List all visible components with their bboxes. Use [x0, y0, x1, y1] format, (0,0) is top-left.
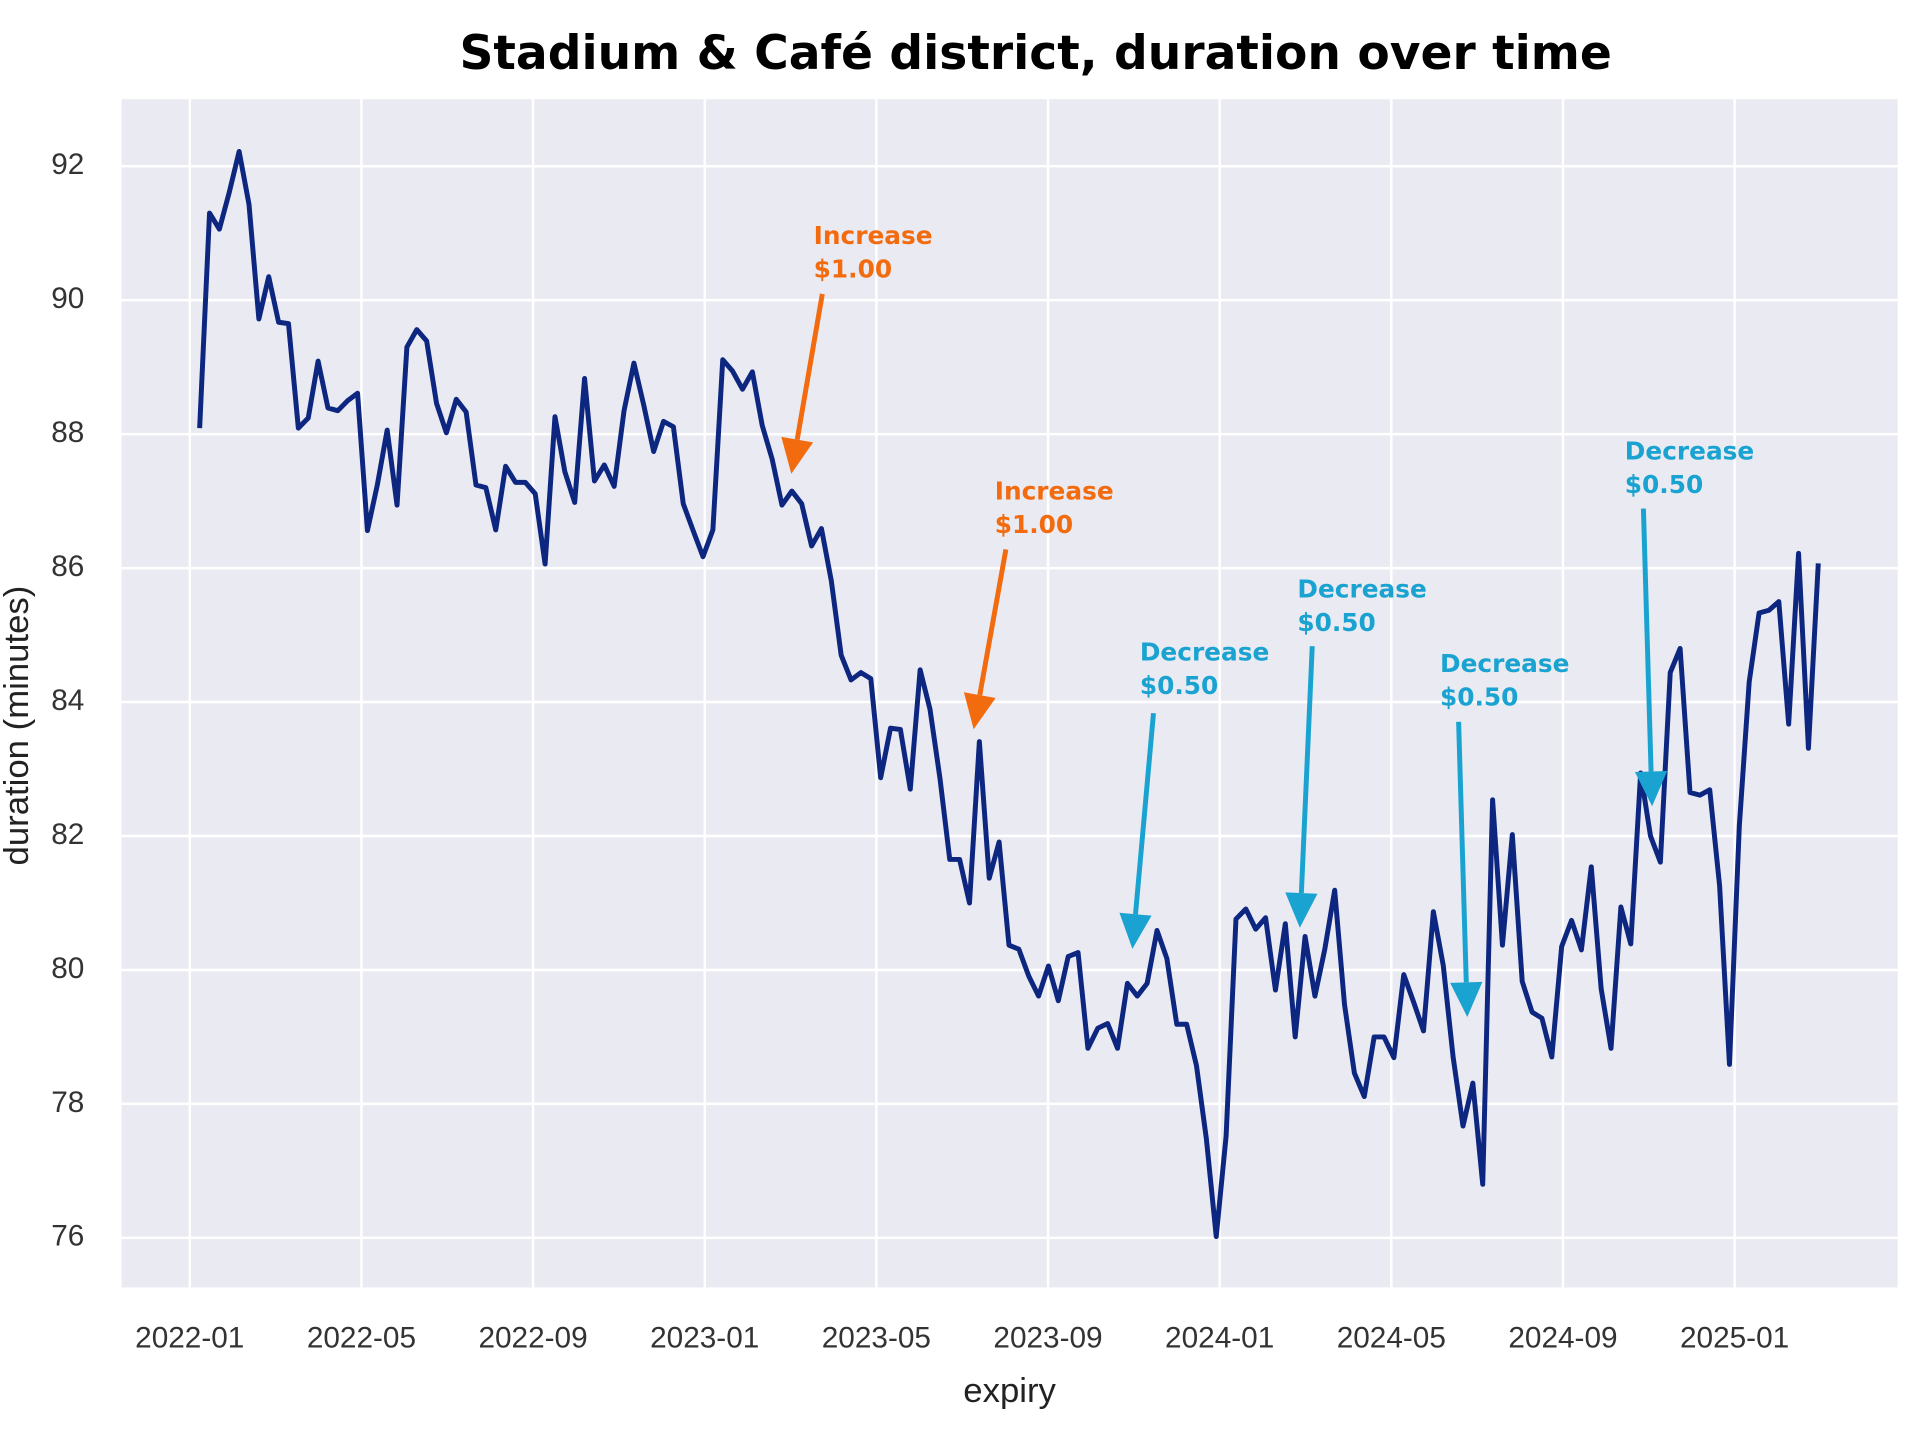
x-tick-label: 2022-05 [307, 1321, 416, 1354]
chart-title: Stadium & Café district, duration over t… [459, 26, 1611, 81]
annotation-text: Decrease [1625, 437, 1754, 466]
grid [121, 99, 1898, 1288]
y-tick-label: 88 [51, 416, 84, 449]
x-tick-label: 2023-09 [993, 1321, 1102, 1354]
x-tick-label: 2022-01 [135, 1321, 244, 1354]
x-tick-label: 2024-09 [1508, 1321, 1617, 1354]
annotation-text: Increase [995, 476, 1114, 505]
annotation-text: $0.50 [1140, 671, 1218, 700]
y-tick-label: 76 [51, 1220, 84, 1253]
annotation-arrowhead [1285, 892, 1318, 928]
annotation-text: $1.00 [995, 510, 1073, 539]
annotation-arrowhead [1450, 981, 1483, 1018]
y-tick-label: 80 [51, 952, 84, 985]
annotation-arrow [1298, 646, 1315, 894]
annotation-text: $0.50 [1297, 608, 1375, 637]
y-tick-label: 84 [51, 684, 84, 717]
y-tick-label: 90 [51, 282, 84, 315]
y-tick-label: 78 [51, 1086, 84, 1119]
x-tick-label: 2023-01 [650, 1321, 759, 1354]
annotation-text: $0.50 [1440, 682, 1518, 711]
annotation-arrowhead [963, 692, 996, 730]
x-tick-label: 2023-05 [822, 1321, 931, 1354]
annotation-text: Decrease [1297, 574, 1426, 603]
x-tick-label: 2024-01 [1165, 1321, 1274, 1354]
annotation-arrow [1133, 712, 1156, 915]
annotation-arrowhead [1119, 912, 1152, 949]
annotation-arrowhead [781, 436, 814, 474]
y-tick-label: 92 [51, 148, 84, 181]
lines [197, 148, 1821, 1240]
x-axis-label: expiry [963, 1372, 1056, 1410]
annotation-text: Increase [814, 221, 933, 250]
x-tick-label: 2022-09 [478, 1321, 587, 1354]
plot-area [121, 99, 1898, 1288]
x-tick-label: 2024-05 [1337, 1321, 1446, 1354]
y-tick-label: 82 [51, 818, 84, 851]
annotation-arrow [1456, 721, 1469, 983]
x-tick-label: 2025-01 [1680, 1321, 1789, 1354]
annotation-text: $1.00 [814, 254, 892, 283]
annotation-text: $0.50 [1625, 470, 1703, 499]
annotation-text: Decrease [1140, 638, 1269, 667]
annotation-arrow [977, 549, 1009, 696]
annotation-arrow [1640, 508, 1654, 772]
annotation-arrowhead [1634, 771, 1668, 807]
data-line [197, 148, 1821, 1240]
annotation-text: Decrease [1440, 649, 1569, 678]
annotation-arrow [794, 293, 825, 440]
y-tick-label: 86 [51, 550, 84, 583]
y-axis-label: duration (minutes) [0, 586, 36, 866]
annotations: Increase $1.00 Increase $1.00 Decrease $0.50 D… [781, 221, 1754, 1018]
